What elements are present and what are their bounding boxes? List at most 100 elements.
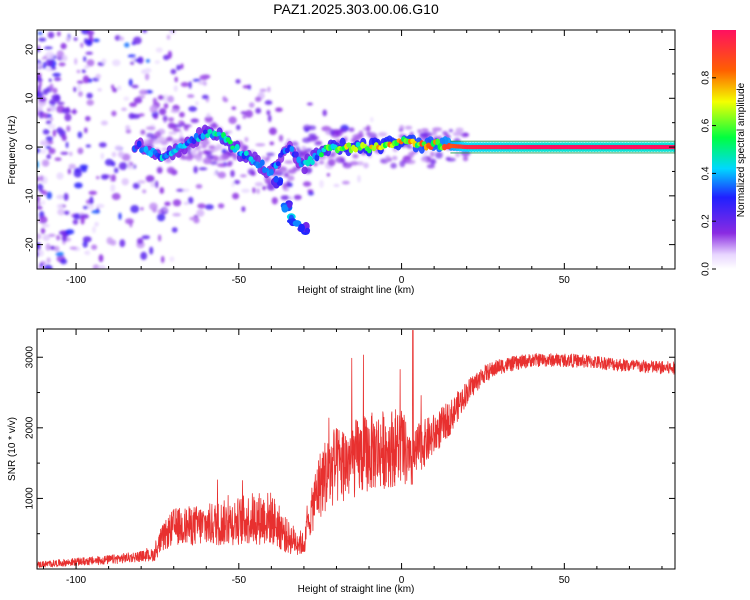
spectrogram-speckle-blob: [87, 39, 92, 46]
spectrogram-speckle-blob: [170, 68, 177, 75]
spectrogram-speckle-blob: [37, 242, 41, 249]
spectrogram-speckle-blob: [77, 131, 83, 139]
spectrogram-haze-blob: [216, 163, 227, 168]
spectrogram-haze-blob: [348, 127, 355, 132]
spectrogram-speckle-blob: [256, 188, 260, 195]
spectrogram-speckle-blob: [197, 203, 206, 209]
ridge-branch-blob: [281, 204, 289, 213]
spectrogram-speckle-blob: [248, 102, 255, 108]
spectrogram-speckle-blob: [307, 191, 314, 196]
spectrogram-haze-blob: [398, 128, 404, 132]
spectrogram-speckle-blob: [134, 58, 142, 63]
spectrogram-speckle-blob: [128, 112, 135, 120]
spectrogram-speckle-blob: [319, 180, 324, 188]
spectrogram-haze-blob: [264, 157, 270, 163]
spectrogram-speckle-blob: [174, 76, 178, 83]
spectrogram-speckle-blob: [85, 144, 91, 148]
colorbar-tick-label: 0.0: [701, 262, 712, 276]
spectrogram-haze-blob: [350, 138, 357, 143]
spectrogram-haze-blob: [349, 161, 359, 166]
ridge-core: [243, 150, 249, 157]
spectrogram-speckle-blob: [65, 141, 69, 149]
spectrogram-speckle-blob: [129, 102, 138, 108]
spectrogram-speckle-blob: [267, 114, 272, 123]
spectrogram-y-tick-label: 10: [25, 92, 36, 104]
snr-panel: -100 -50 0 50 1000 2000 3000 Height of straigh…: [7, 328, 676, 595]
spectrogram-speckle-blob: [37, 183, 44, 191]
spectrogram-speckle-blob: [86, 99, 94, 106]
spectrogram-haze-blob: [455, 127, 464, 133]
spectrogram-speckle-blob: [140, 207, 144, 211]
spectrogram-speckle-blob: [119, 36, 125, 41]
spectrogram-speckle-blob: [42, 61, 47, 70]
spectrogram-speckle-blob: [130, 61, 135, 65]
spectrogram-speckle-blob: [65, 229, 75, 235]
colorbar-tick-label: 0.8: [701, 70, 712, 84]
spectrogram-speckle-blob: [255, 107, 262, 114]
spectrogram-haze-blob: [357, 133, 364, 138]
spectrogram-speckle-blob: [98, 265, 106, 269]
spectrogram-speckle-blob: [166, 34, 171, 40]
spectrogram-speckle-blob: [42, 88, 49, 95]
spectrogram-haze-blob: [301, 146, 307, 151]
spectrogram-x-tick-label: 0: [399, 275, 405, 286]
spectrogram-speckle-blob: [149, 246, 154, 255]
spectrogram-haze-blob: [366, 132, 376, 137]
spectrogram-y-tick-label: -10: [25, 188, 36, 203]
spectrogram-speckle-blob: [61, 234, 68, 242]
spectrogram-speckle-blob: [60, 151, 69, 155]
spectrogram-speckle-blob: [264, 100, 273, 105]
spectrogram-speckle-blob: [271, 197, 278, 205]
spectrogram-speckle-blob: [144, 68, 152, 73]
spectrogram-speckle-blob: [76, 69, 81, 74]
spectrogram-speckle-blob: [166, 166, 175, 174]
spectrogram-speckle-blob: [213, 171, 218, 176]
spectrogram-haze-blob: [168, 131, 178, 135]
spectrogram-speckle-blob: [80, 216, 85, 225]
spectrogram-speckle-blob: [132, 182, 140, 189]
spectrogram-x-tick-label: -50: [232, 275, 247, 286]
spectrogram-speckle-blob: [56, 203, 64, 210]
spectrogram-haze-blob: [203, 158, 212, 164]
spectrogram-speckle-blob: [37, 147, 41, 154]
spectrogram-speckle-blob: [180, 63, 184, 70]
spectrogram-speckle-blob: [180, 82, 190, 87]
spectrogram-speckle-blob: [282, 182, 287, 190]
ridge-core: [200, 132, 206, 140]
spectrogram-speckle-blob: [46, 108, 51, 112]
spectrogram-speckle-blob: [157, 213, 166, 222]
spectrogram-speckle-blob: [128, 78, 133, 87]
spectrogram-speckle-blob: [64, 113, 72, 122]
spectrogram-speckle-blob: [77, 147, 84, 155]
spectrogram-speckle-blob: [49, 99, 56, 106]
colorbar-ticks: 0.0 0.2 0.4 0.6 0.8: [701, 70, 716, 276]
spectrogram-speckle-blob: [150, 181, 156, 188]
spectrogram-speckle-blob: [176, 64, 181, 71]
spectrogram-speckle-blob: [171, 227, 178, 233]
spectrogram-speckle-blob: [242, 85, 252, 89]
spectrogram-frame: [36, 29, 676, 270]
spectrogram-speckle-blob: [124, 218, 134, 225]
spectrogram-speckle-blob: [55, 251, 64, 257]
spectrogram-speckle-blob: [233, 179, 241, 185]
spectrogram-haze-blob: [223, 153, 230, 160]
spectrogram-speckle-blob: [268, 127, 277, 135]
spectrogram-speckle-blob: [193, 166, 198, 174]
spectrogram-y-tick-label: 20: [25, 44, 36, 56]
spectrogram-speckle-blob: [58, 62, 66, 67]
spectrogram-speckle-blob: [116, 85, 122, 91]
spectrogram-speckle-blob: [307, 189, 314, 193]
spectrogram-speckle-blob: [100, 174, 109, 180]
spectrogram-speckle-blob: [95, 73, 101, 79]
spectrogram-speckle-blob: [118, 212, 122, 220]
spectrogram-speckle-blob: [42, 234, 51, 241]
snr-x-tick-label: -50: [232, 575, 247, 586]
spectrogram-speckle-blob: [162, 94, 169, 103]
spectrogram-speckle-blob: [188, 106, 197, 112]
colorbar-tick-label: 0.2: [701, 214, 712, 228]
spectrogram-haze-blob: [342, 162, 352, 169]
spectrogram-speckle-blob: [86, 92, 93, 99]
spectrogram-haze-blob: [284, 160, 294, 164]
